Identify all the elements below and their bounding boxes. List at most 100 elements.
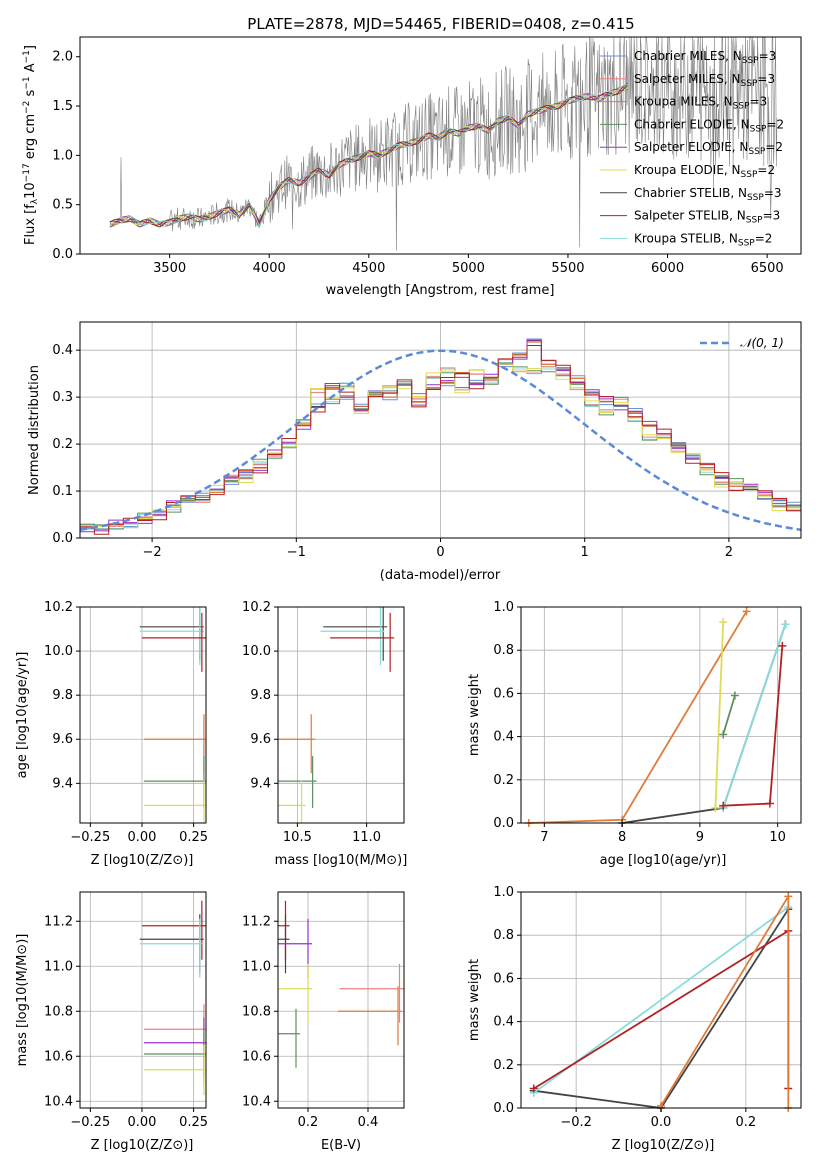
mass-vs-Z-x-label: Z [log10(Z/Z⊙)]	[91, 1138, 194, 1153]
y-tick-label: 11.0	[44, 959, 73, 974]
x-tick-label: 0.25	[179, 830, 208, 845]
y-tick-label: 10.8	[44, 1004, 73, 1019]
y-tick-label: 0.4	[493, 1015, 514, 1030]
x-tick-label: 0.0	[651, 1115, 672, 1130]
model-spectrum-line	[109, 84, 628, 228]
mass-weight-point	[719, 730, 728, 739]
massweight-vs-Z-x-label: Z [log10(Z/Z⊙)]	[612, 1138, 715, 1153]
spectrum-x-label: wavelength [Angstrom, rest frame]	[326, 283, 555, 298]
model-spectrum-line	[109, 84, 628, 228]
y-tick-label: 0.6	[493, 971, 514, 986]
age-vs-Z-panel: −0.25 0.00 0.25 9.4 9.6 9.8 10.0 10.2	[44, 600, 208, 845]
y-tick-label: 0.6	[493, 686, 514, 701]
legend-entry: Kroupa STELIB, NSSP=2	[634, 231, 772, 248]
residual-plot-area	[79, 338, 802, 538]
residual-x-ticks: −2 −1 0 1 2	[143, 538, 733, 560]
mass-weight-point	[781, 620, 790, 629]
y-tick-label: 10.2	[44, 600, 73, 615]
y-tick-label: 11.0	[242, 959, 271, 974]
age-vs-Z-y-label: age [log10(age/yr)]	[15, 652, 30, 779]
mass-weight-point	[529, 1084, 538, 1093]
panel-frame	[79, 606, 207, 824]
age-vs-mass-x-label: mass [log10(M/M⊙)]	[275, 853, 408, 868]
mass-weight-line	[621, 624, 787, 824]
spectrum-x-ticks: 3500 4000 4500 5000 5500 6000 6500	[153, 254, 784, 276]
mass-weight-point	[765, 799, 774, 808]
legend-entry: Salpeter MILES, NSSP=3	[634, 72, 775, 89]
x-tick-label: 10	[769, 830, 786, 845]
observed-spectrum-line	[109, 36, 778, 251]
y-tick-label: 0.2	[493, 1058, 514, 1073]
y-tick-label: 0.4	[52, 343, 73, 358]
x-tick-label: 0.00	[127, 830, 156, 845]
x-tick-label: 1	[581, 545, 589, 560]
model-spectrum-line	[109, 88, 628, 228]
gaussian-legend-label: 𝒩(0, 1)	[740, 336, 784, 350]
x-tick-label: −0.2	[560, 1115, 592, 1130]
gaussian-curve	[79, 349, 802, 532]
x-tick-label: 0.00	[127, 1115, 156, 1130]
x-tick-label: 6500	[751, 261, 784, 276]
y-tick-label: 0.2	[52, 437, 73, 452]
x-tick-label: −2	[143, 545, 162, 560]
x-tick-label: 6000	[651, 261, 684, 276]
x-tick-label: 4000	[253, 261, 286, 276]
y-tick-label: 0.0	[493, 816, 514, 831]
x-tick-label: 2	[725, 545, 733, 560]
x-tick-label: 7	[540, 830, 548, 845]
y-tick-label: 1.0	[493, 885, 514, 900]
mass-vs-Z-panel: −0.25 0.00 0.25 10.4 10.6 10.8 11.0 11.2	[44, 891, 208, 1130]
model-spectrum-line	[109, 87, 628, 228]
x-tick-label: 10.5	[283, 830, 312, 845]
residual-legend: 𝒩(0, 1)	[700, 336, 784, 350]
y-tick-label: 9.8	[52, 688, 73, 703]
mass-vs-ebv-panel: 0.2 0.4 10.4 10.6 10.8 11.0 11.2	[242, 891, 405, 1130]
mass-weight-point	[719, 801, 728, 810]
y-tick-label: 2.0	[52, 50, 73, 65]
spectrum-y-label: Flux [fλ10−17 erg cm−2 s−1 A−1]	[22, 45, 40, 245]
x-tick-label: −1	[287, 545, 306, 560]
legend-entry: Salpeter STELIB, NSSP=3	[634, 209, 780, 226]
y-tick-label: 9.8	[250, 688, 271, 703]
spectrum-y-ticks: 0.0 0.5 1.0 1.5 2.0	[52, 50, 80, 262]
y-tick-label: 10.4	[44, 1094, 73, 1109]
panel-frame	[277, 606, 405, 824]
legend-entry: Chabrier ELODIE, NSSP=2	[634, 117, 784, 134]
mass-weight-point	[784, 892, 793, 901]
residual-grid	[80, 322, 801, 539]
x-tick-label: 0.2	[736, 1115, 757, 1130]
x-tick-label: 11.0	[352, 830, 381, 845]
spectrum-frame	[79, 36, 802, 255]
model-spectrum-line	[109, 87, 628, 229]
y-tick-label: 10.0	[44, 644, 73, 659]
x-tick-label: 0	[436, 545, 444, 560]
model-spectrum-line	[109, 83, 628, 227]
y-tick-label: 0.8	[493, 928, 514, 943]
mass-weight-line	[722, 624, 787, 809]
panel-frame	[520, 606, 802, 824]
legend-entry: Kroupa ELODIE, NSSP=2	[634, 163, 775, 180]
legend-entry: Chabrier STELIB, NSSP=3	[634, 186, 782, 203]
y-tick-label: 0.4	[493, 730, 514, 745]
x-tick-label: 5500	[551, 261, 584, 276]
massweight-vs-Z-y-label: mass weight	[467, 959, 482, 1041]
y-tick-label: 1.5	[52, 99, 73, 114]
y-tick-label: 11.2	[44, 914, 73, 929]
model-spectrum-line	[109, 83, 628, 226]
y-tick-label: 10.0	[242, 644, 271, 659]
y-tick-label: 0.0	[52, 247, 73, 262]
panel-frame	[79, 891, 207, 1109]
mass-weight-point	[742, 607, 751, 616]
residual-histogram-panel: −2 −1 0 1 2 0.0 0.1 0.2 0.3 0.4 (data-model)/err…	[27, 321, 802, 583]
mass-weight-line	[660, 893, 790, 1108]
spectrum-panel: PLATE=2878, MJD=54465, FIBERID=0408, z=0…	[22, 15, 802, 298]
panel-frame	[277, 891, 405, 1109]
mass-weight-point	[719, 618, 728, 627]
y-tick-label: 0.8	[493, 643, 514, 658]
residual-y-label: Normed distribution	[27, 365, 42, 495]
residual-y-ticks: 0.0 0.1 0.2 0.3 0.4	[52, 343, 80, 546]
mass-weight-line	[714, 622, 725, 808]
y-tick-label: 10.8	[242, 1004, 271, 1019]
x-tick-label: 9	[696, 830, 704, 845]
